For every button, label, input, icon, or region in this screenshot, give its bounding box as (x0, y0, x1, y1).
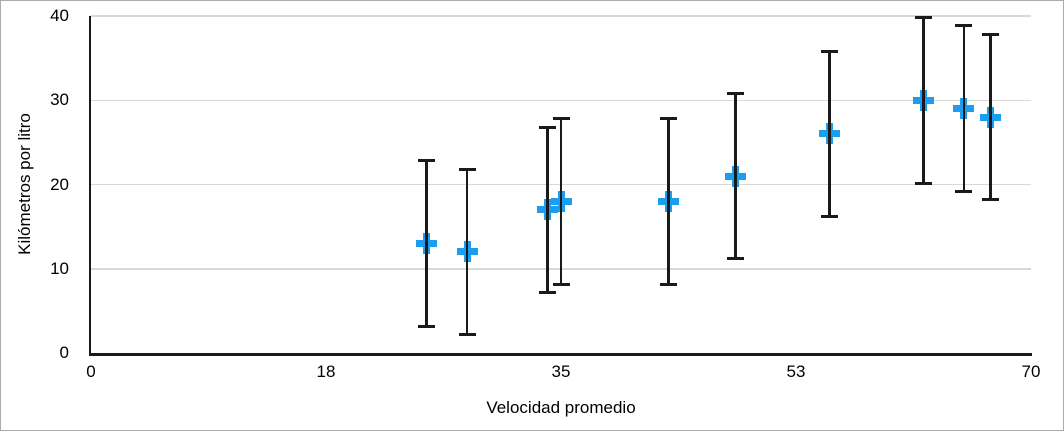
error-bar (982, 32, 1000, 202)
error-bar (915, 16, 933, 185)
y-tick-label: 0 (59, 343, 69, 362)
x-axis-line (88, 353, 1032, 356)
error-bar-cap-top (659, 117, 677, 121)
x-tick-label: 18 (316, 362, 336, 381)
gridline-y-40 (91, 15, 1031, 17)
error-bar-cap-top (915, 16, 933, 19)
error-bar-cap-bottom (821, 215, 839, 219)
gridline-y-30 (91, 99, 1031, 101)
x-tick-label: 70 (1021, 362, 1041, 381)
error-bar-line (667, 118, 670, 285)
error-bar-cap-top (955, 24, 973, 28)
y-tick-label: 30 (50, 90, 69, 110)
error-bar (659, 117, 677, 286)
error-bar-cap-top (982, 32, 1000, 36)
y-tick-label: 20 (50, 174, 69, 194)
error-bar-cap-top (727, 91, 745, 95)
error-bar (539, 125, 557, 295)
x-tick-label: 53 (786, 362, 806, 381)
error-bar-line (559, 118, 563, 285)
error-bar-line (989, 33, 992, 201)
error-bar-line (734, 92, 737, 260)
error-bar-cap-bottom (915, 181, 933, 185)
error-bar-cap-bottom (418, 324, 436, 328)
error-bar (727, 91, 745, 261)
error-bar (955, 24, 973, 193)
error-bar-cap-bottom (659, 282, 677, 286)
error-bar-cap-bottom (727, 257, 745, 261)
error-bar (821, 49, 839, 219)
error-bar-cap-bottom (982, 198, 1000, 202)
error-bar-line (425, 160, 428, 327)
error-bar-cap-top (458, 167, 476, 171)
error-bar-line (828, 50, 831, 218)
error-bar-line (465, 168, 469, 336)
error-bar-cap-top (821, 49, 839, 53)
error-bar-cap-top (552, 117, 570, 121)
error-bar (552, 117, 570, 286)
x-tick-label: 35 (551, 362, 571, 381)
error-bar-cap-bottom (955, 189, 973, 193)
x-tick-label: 0 (86, 362, 96, 381)
error-bar-line (962, 25, 966, 192)
error-bar (458, 167, 476, 337)
x-axis-title: Velocidad promedio (486, 398, 636, 417)
error-bar (418, 159, 436, 328)
y-axis-line (88, 16, 91, 356)
error-bar-cap-top (539, 125, 557, 129)
y-tick-label: 40 (50, 6, 69, 25)
error-bar-cap-bottom (552, 282, 570, 286)
error-bar-cap-bottom (458, 333, 476, 337)
error-bar-cap-top (418, 159, 436, 163)
error-bar-line (546, 126, 549, 294)
error-bar-line (922, 17, 925, 184)
y-tick-label: 10 (50, 258, 69, 278)
error-bar-cap-bottom (539, 291, 557, 295)
